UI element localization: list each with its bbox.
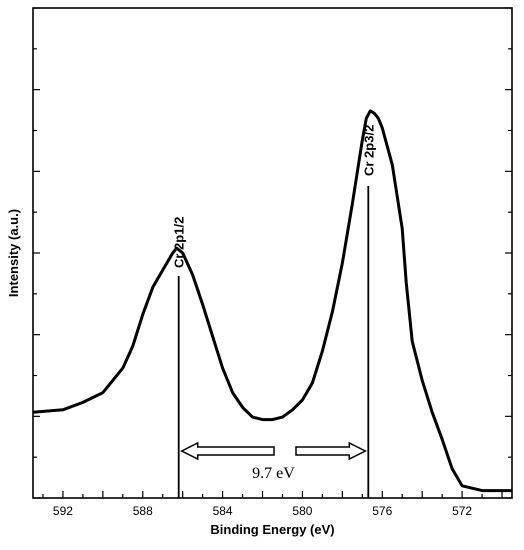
- right-arrow-icon: [295, 441, 367, 461]
- y-axis-title: Intensity (a.u.): [6, 209, 21, 297]
- spin-orbit-splitting-label: 9.7 eV: [252, 465, 295, 482]
- x-tick-label: 584: [213, 504, 233, 518]
- x-tick-label: 572: [452, 504, 472, 518]
- x-tick-labels: 592 588 584 580 576 572: [53, 504, 473, 518]
- peak1-label: Cr 2p1/2: [172, 217, 187, 268]
- spectrum-line: [32, 109, 512, 493]
- x-tick-label: 588: [133, 504, 153, 518]
- peak2-label: Cr 2p3/2: [361, 125, 376, 176]
- x-axis-title: Binding Energy (eV): [210, 522, 334, 537]
- axis-ticks: [33, 7, 512, 499]
- x-tick-label: 580: [292, 504, 312, 518]
- plot-frame: [32, 7, 513, 499]
- plot-area: [32, 7, 513, 499]
- x-tick-label: 592: [53, 504, 73, 518]
- left-arrow-icon: [180, 441, 275, 461]
- x-tick-label: 576: [372, 504, 392, 518]
